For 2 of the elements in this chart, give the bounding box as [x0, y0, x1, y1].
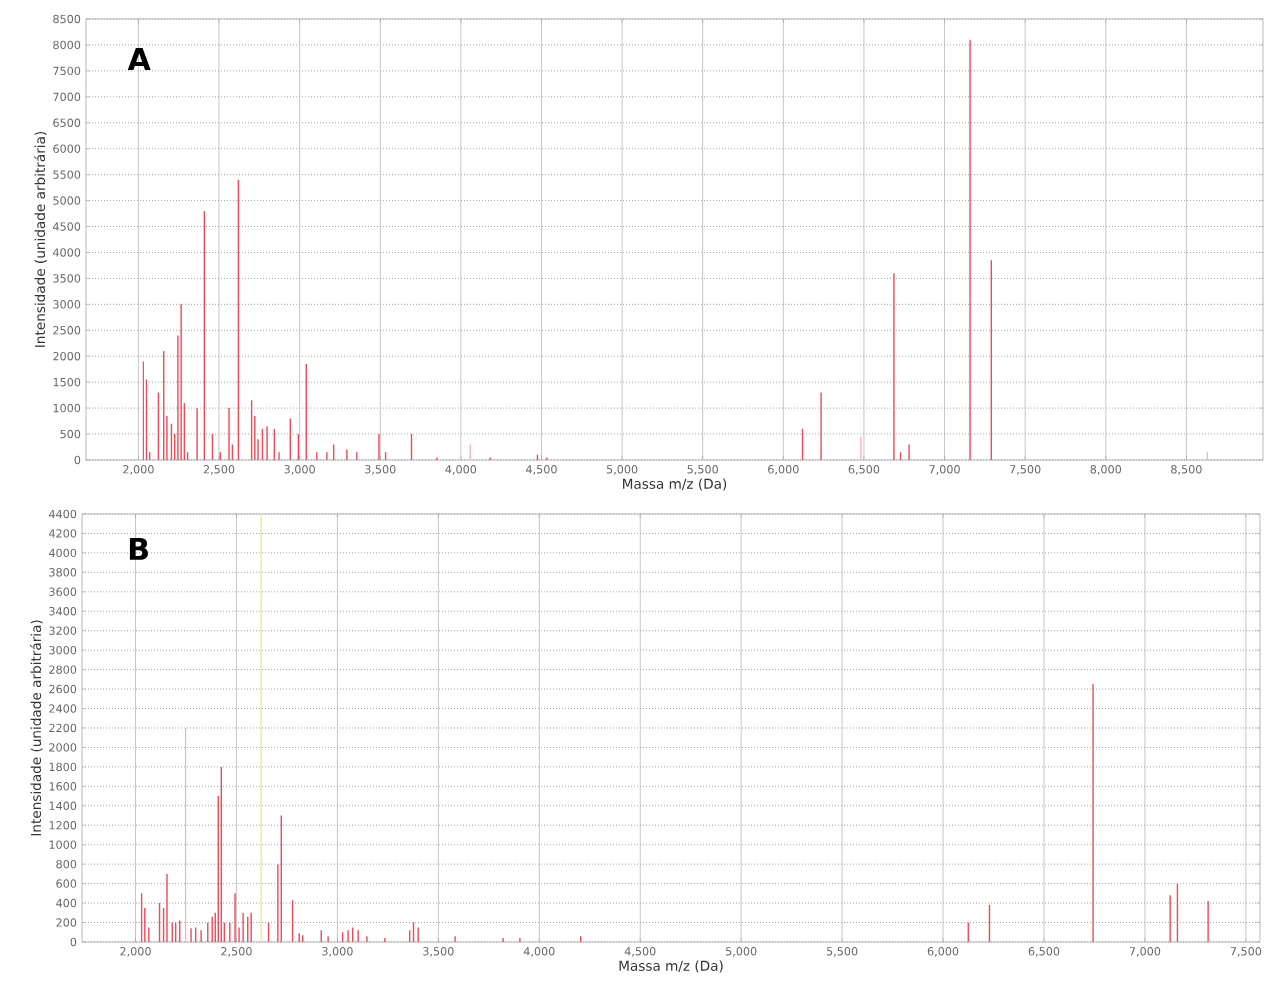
text: B — [129, 537, 148, 560]
text: A — [127, 48, 151, 70]
